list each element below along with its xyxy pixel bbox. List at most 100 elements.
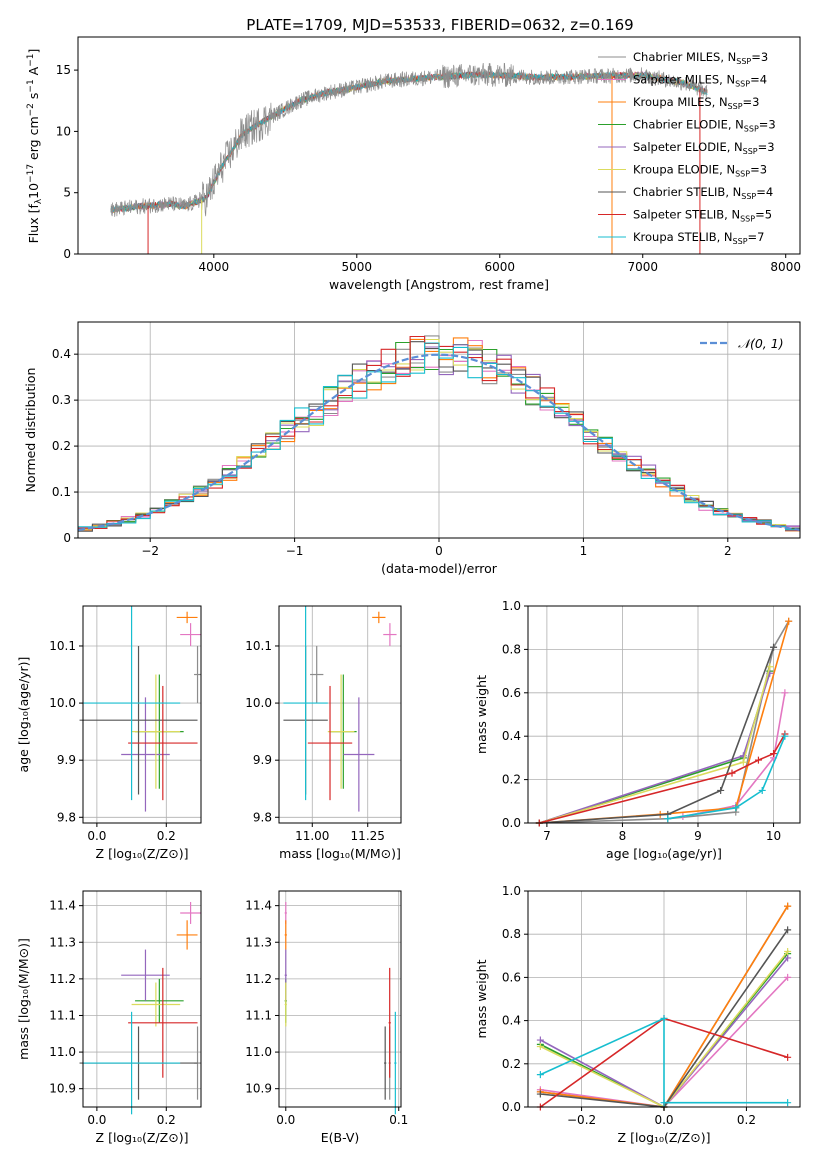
y-tick-label: 0.2 — [502, 1057, 521, 1071]
x-tick-label: 2 — [724, 544, 732, 558]
x-tick-label: 0.0 — [276, 1113, 295, 1127]
x-tick-label: 0.2 — [737, 1113, 756, 1127]
weight-marker — [536, 1036, 544, 1044]
y-tick-label: 10 — [56, 124, 71, 138]
x-tick-label: 11.25 — [351, 829, 385, 843]
weight-line — [539, 646, 775, 824]
y-axis-label: Normed distribution — [23, 368, 38, 493]
weight-line — [682, 692, 786, 818]
x-tick-label: 7 — [543, 829, 551, 843]
y-tick-label: 11.3 — [245, 935, 272, 949]
spectrum-observed-line — [110, 62, 708, 217]
weight-marker — [664, 815, 672, 823]
weight-marker — [785, 617, 793, 625]
weight-marker — [660, 1014, 668, 1022]
legend-label: Salpeter STELIB, NSSP=5 — [633, 208, 772, 224]
legend-label: Salpeter ELODIE, NSSP=3 — [633, 140, 775, 156]
x-axis-label: Z [log₁₀(Z/Z⊙)] — [96, 1130, 189, 1145]
weight-marker — [770, 643, 778, 651]
x-tick-label: 1 — [580, 544, 588, 558]
x-tick-label: −2 — [141, 544, 159, 558]
y-tick-label: 9.8 — [253, 810, 272, 824]
y-axis-label: Flux [fλ10−17 erg cm−2 s−1 A−1] — [26, 49, 44, 244]
y-tick-label: 11.2 — [245, 972, 272, 986]
y-tick-label: 11.3 — [49, 935, 76, 949]
weight-marker — [717, 786, 725, 794]
legend-label: Kroupa STELIB, NSSP=7 — [633, 230, 764, 246]
legend-label: Salpeter MILES, NSSP=4 — [633, 73, 767, 89]
weight-line — [539, 666, 771, 824]
y-tick-label: 0.4 — [502, 1014, 521, 1028]
x-tick-label: −0.2 — [567, 1113, 596, 1127]
y-tick-label: 10.0 — [49, 696, 76, 710]
legend-label: Chabrier MILES, NSSP=3 — [633, 50, 768, 66]
x-tick-label: 10 — [766, 829, 781, 843]
figure-title: PLATE=1709, MJD=53533, FIBERID=0632, z=0… — [246, 16, 633, 34]
weight-marker — [784, 926, 792, 934]
y-tick-label: 11.1 — [49, 1008, 76, 1022]
axes-frame — [82, 890, 202, 1108]
x-tick-label: 0.1 — [389, 1113, 408, 1127]
x-axis-label: mass [log₁₀(M/M⊙)] — [279, 846, 401, 861]
y-tick-label: 11.2 — [49, 972, 76, 986]
x-tick-label: 0.0 — [654, 1113, 673, 1127]
weight-line — [539, 670, 771, 824]
weight-line — [539, 620, 790, 824]
y-tick-label: 10.9 — [245, 1082, 272, 1096]
y-tick-label: 9.9 — [253, 753, 272, 767]
legend-label: Chabrier STELIB, NSSP=4 — [633, 185, 773, 201]
y-tick-label: 5 — [63, 186, 71, 200]
x-axis-label: (data-model)/error — [381, 561, 498, 576]
weight-marker — [784, 1099, 792, 1107]
gaussian-curve — [77, 353, 801, 531]
x-tick-label: 6000 — [484, 260, 515, 274]
y-tick-label: 0.6 — [502, 686, 521, 700]
weight-line — [539, 620, 790, 824]
spectrum-model-line — [110, 71, 708, 213]
x-tick-label: 9 — [694, 829, 702, 843]
y-tick-label: 15 — [56, 63, 71, 77]
x-tick-label: 0.2 — [157, 1113, 176, 1127]
y-tick-label: 10.9 — [49, 1082, 76, 1096]
y-tick-label: 0.4 — [502, 729, 521, 743]
y-tick-label: 11.0 — [49, 1045, 76, 1059]
y-tick-label: 0 — [63, 531, 71, 545]
weight-marker — [732, 804, 740, 812]
weight-marker — [758, 786, 766, 794]
weight-marker — [781, 732, 789, 740]
x-axis-label: wavelength [Angstrom, rest frame] — [329, 277, 549, 292]
y-tick-label: 0.1 — [52, 485, 71, 499]
x-tick-label: 4000 — [199, 260, 230, 274]
y-tick-label: 9.8 — [57, 810, 76, 824]
x-axis-label: Z [log₁₀(Z/Z⊙)] — [96, 846, 189, 861]
spectrum-model-line — [110, 71, 708, 212]
legend-label: Kroupa ELODIE, NSSP=3 — [633, 163, 767, 179]
y-tick-label: 0.0 — [502, 816, 521, 830]
y-tick-label: 1.0 — [502, 884, 521, 898]
x-axis-label: age [log₁₀(age/yr)] — [606, 846, 722, 861]
weight-marker — [536, 1071, 544, 1079]
axes-frame — [82, 605, 202, 824]
y-tick-label: 10.1 — [49, 639, 76, 653]
weight-marker — [781, 689, 789, 697]
weight-marker — [766, 663, 774, 671]
weight-marker — [784, 973, 792, 981]
y-tick-label: 0.8 — [502, 927, 521, 941]
weight-marker — [784, 902, 792, 910]
weight-marker — [728, 769, 736, 777]
y-tick-label: 0.8 — [502, 642, 521, 656]
weight-line — [539, 673, 771, 824]
y-tick-label: 11.1 — [245, 1008, 272, 1022]
legend-label: Kroupa MILES, NSSP=3 — [633, 95, 759, 111]
weight-marker — [660, 1099, 668, 1107]
y-axis-label: age [log₁₀(age/yr)] — [16, 657, 31, 773]
weight-line — [540, 1017, 788, 1104]
y-tick-label: 11.0 — [245, 1045, 272, 1059]
y-axis-label: mass weight — [474, 675, 489, 754]
weight-marker — [536, 1090, 544, 1098]
spectrum-model-line — [110, 71, 708, 213]
y-tick-label: 9.9 — [57, 753, 76, 767]
axes-frame — [527, 605, 801, 824]
